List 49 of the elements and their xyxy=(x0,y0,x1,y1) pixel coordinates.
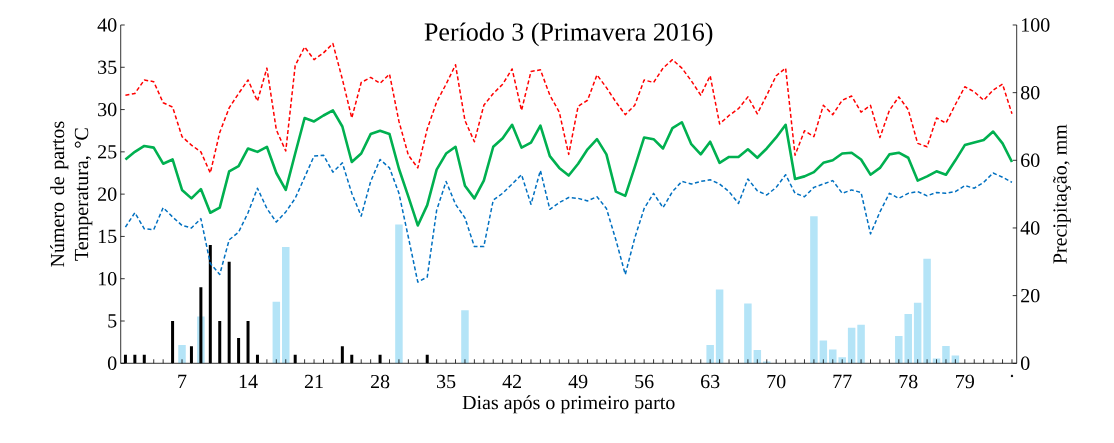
x-tick-label: 49 xyxy=(568,374,588,389)
x-tick-label: 28 xyxy=(370,374,390,389)
y-tick-label: 25 xyxy=(98,145,117,159)
bar xyxy=(178,345,186,364)
y-tick-label: 0 xyxy=(107,356,117,371)
x-tick-label: 78 xyxy=(899,374,918,389)
x-tick-label: 21 xyxy=(304,374,323,389)
bar xyxy=(810,216,818,364)
x-tick-label: 14 xyxy=(239,374,258,389)
y-tick-label: 15 xyxy=(98,229,117,244)
x-tick-label: 7 xyxy=(178,374,187,388)
y-tick-label: 20 xyxy=(98,187,117,201)
y2-tick-label: 0 xyxy=(1020,356,1030,371)
bar xyxy=(395,224,403,364)
y-tick-label: 10 xyxy=(98,271,117,286)
x-axis-title: Dias após o primeiro parto xyxy=(462,395,675,414)
chart-title: Período 3 (Primavera 2016) xyxy=(424,22,713,47)
x-tick-label: 35 xyxy=(437,374,456,389)
y2-axis-title: Precipitação, mm xyxy=(1053,124,1071,264)
line-series xyxy=(124,154,1013,283)
bar xyxy=(942,346,950,364)
y-tick-label: 5 xyxy=(108,314,117,328)
y2-tick-label: 80 xyxy=(1020,85,1040,100)
bar xyxy=(847,327,856,364)
y-tick-label: 30 xyxy=(98,102,117,117)
y2-tick-label: 20 xyxy=(1021,288,1040,303)
x-tick-label: 42 xyxy=(502,374,521,389)
line-series xyxy=(124,109,1014,227)
bar xyxy=(706,345,714,364)
bar xyxy=(282,246,290,364)
x-tick-label: 63 xyxy=(701,374,720,389)
bar xyxy=(857,324,865,364)
y2-tick-label: 100 xyxy=(1021,18,1050,32)
y-tick-label: 40 xyxy=(97,18,117,32)
x-tick-label: 79 xyxy=(956,374,974,389)
bar xyxy=(913,302,922,364)
x-tick-label: 70 xyxy=(767,374,786,389)
bar xyxy=(272,301,281,364)
x-tick-label: . xyxy=(1010,374,1014,378)
bar xyxy=(744,303,752,364)
y-tick-label: 35 xyxy=(98,60,117,74)
bar xyxy=(923,258,931,364)
y2-tick-label: 40 xyxy=(1020,221,1040,235)
bar xyxy=(715,289,724,364)
x-tick-label: 77 xyxy=(833,374,852,388)
bar xyxy=(461,310,469,364)
x-tick-label: 56 xyxy=(635,374,654,389)
y-axis-title: Número de partos Temperatura, °C xyxy=(50,121,93,267)
y2-tick-label: 60 xyxy=(1021,153,1040,168)
